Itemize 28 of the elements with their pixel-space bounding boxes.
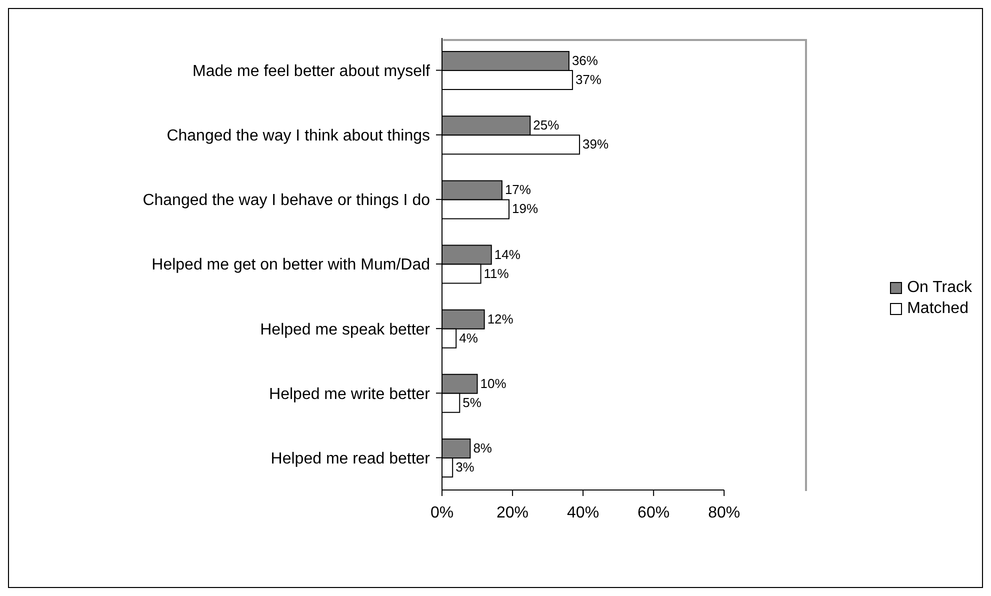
data-label: 12%: [487, 311, 514, 326]
data-label: 10%: [480, 376, 507, 391]
data-label: 8%: [473, 440, 492, 456]
y-tick-label: Changed the way I think about things: [166, 128, 430, 145]
legend-label: Matched: [907, 300, 968, 318]
x-tick-label: 60%: [638, 504, 670, 522]
y-tick-label: Helped me speak better: [260, 321, 431, 338]
data-label: 4%: [459, 330, 478, 346]
legend-label: On Track: [907, 278, 972, 296]
data-label: 14%: [494, 246, 521, 262]
x-tick-label: 40%: [567, 504, 600, 522]
data-label: 11%: [484, 266, 510, 281]
x-tick-label: 20%: [496, 504, 529, 522]
y-tick-label: Helped me get on better with Mum/Dad: [152, 256, 430, 274]
data-label: 5%: [462, 394, 482, 410]
x-tick-label: 0%: [430, 504, 454, 522]
y-tick-label: Helped me read better: [270, 450, 431, 468]
data-label: 25%: [533, 118, 560, 133]
data-label: 17%: [504, 182, 532, 198]
y-tick-label: Helped me write better: [269, 386, 431, 403]
data-label: 36%: [572, 53, 598, 68]
data-label: 37%: [575, 72, 602, 88]
y-tick-label: Made me feel better about myself: [192, 62, 431, 80]
data-label: 39%: [582, 136, 609, 152]
x-tick-label: 80%: [708, 504, 740, 522]
data-label: 3%: [456, 459, 475, 474]
data-label: 19%: [512, 201, 538, 216]
y-tick-label: Changed the way I behave or things I do: [142, 192, 430, 210]
